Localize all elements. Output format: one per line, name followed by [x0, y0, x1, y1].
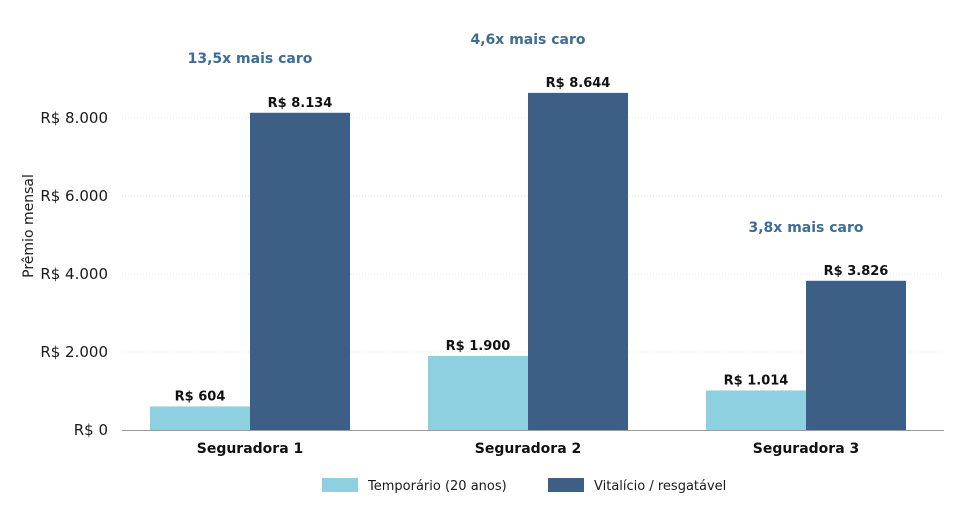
data-label: R$ 8.134	[268, 96, 333, 111]
annotations: 13,5x mais caro 4,6x mais caro 3,8x mais c…	[188, 32, 864, 236]
legend: Temporário (20 anos) Vitalício / resgatáv…	[322, 478, 726, 494]
bar	[806, 280, 906, 430]
bar	[528, 92, 628, 430]
legend-swatch	[548, 478, 584, 492]
ratio-annotation: 3,8x mais caro	[748, 220, 863, 236]
x-tick-label: Seguradora 3	[753, 441, 860, 457]
axes: Prêmio mensal R$ 0 R$ 2.000 R$ 4.000 R$ 6.0…	[21, 109, 944, 457]
data-label: R$ 1.014	[724, 373, 789, 388]
legend-label: Vitalício / resgatável	[594, 479, 726, 494]
y-tick-label: R$ 2.000	[40, 343, 108, 361]
data-label: R$ 604	[175, 389, 226, 404]
bar	[250, 112, 350, 431]
legend-swatch	[322, 478, 358, 492]
x-tick-label: Seguradora 1	[197, 441, 304, 457]
data-label: R$ 8.644	[546, 76, 611, 91]
y-tick-label: R$ 0	[74, 421, 108, 439]
bars	[150, 92, 906, 431]
data-label: R$ 1.900	[446, 339, 511, 354]
bar	[428, 355, 528, 430]
bar	[150, 406, 250, 430]
data-label: R$ 3.826	[824, 264, 889, 279]
y-axis-title: Prêmio mensal	[21, 174, 37, 278]
bar	[706, 390, 806, 430]
legend-label: Temporário (20 anos)	[367, 479, 507, 494]
y-tick-label: R$ 8.000	[40, 109, 108, 127]
data-labels: R$ 604 R$ 8.134 R$ 1.900 R$ 8.644 R$ 1.014 R$…	[175, 76, 889, 405]
ratio-annotation: 4,6x mais caro	[470, 32, 585, 48]
y-tick-label: R$ 4.000	[40, 265, 108, 283]
x-tick-label: Seguradora 2	[475, 441, 582, 457]
y-tick-label: R$ 6.000	[40, 187, 108, 205]
ratio-annotation: 13,5x mais caro	[188, 51, 313, 67]
